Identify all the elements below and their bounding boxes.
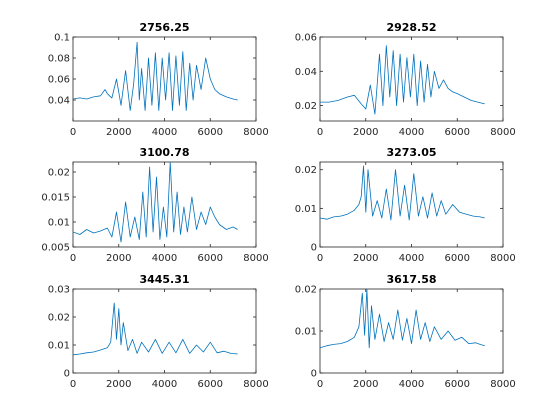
axes-frame: [319, 161, 504, 248]
y-tick-label: 0.005: [41, 243, 70, 254]
y-tick-label: 0.01: [48, 341, 70, 352]
y-tick-label: 0.04: [295, 67, 317, 78]
x-tick-label: 8000: [243, 379, 268, 390]
y-tick-label: 0.02: [48, 313, 70, 324]
x-tick-label: 4000: [152, 379, 177, 390]
x-tick-label: 4000: [399, 127, 424, 138]
chart-title: 3100.78: [139, 146, 189, 159]
x-tick-label: 2000: [353, 253, 378, 264]
axes-frame: [72, 288, 257, 374]
chart-title: 3617.58: [386, 273, 436, 286]
series-line: [320, 45, 485, 115]
chart-title: 2756.25: [139, 21, 189, 34]
y-tick-label: 0.06: [295, 33, 317, 44]
y-tick-label: 0.06: [48, 75, 70, 86]
x-tick-label: 0: [317, 379, 323, 390]
y-tick-label: 0.02: [295, 285, 317, 296]
subplot-1: 2756.25 0 2000 4000 6000 8000 0.04 0.06 0.08 0.1: [48, 21, 269, 138]
x-tick-label: 8000: [490, 127, 515, 138]
x-tick-label: 4000: [152, 253, 177, 264]
y-tick-label: 0: [311, 369, 317, 380]
y-tick-label: 0.02: [295, 101, 317, 112]
x-tick-label: 6000: [198, 379, 223, 390]
x-tick-label: 0: [70, 379, 76, 390]
subplot-5: 3445.31 0 2000 4000 6000 8000 0 0.01 0.02 0.03: [48, 273, 269, 390]
x-tick-label: 4000: [152, 127, 177, 138]
x-tick-label: 4000: [399, 379, 424, 390]
x-tick-label: 8000: [490, 253, 515, 264]
subplot-3: 3100.78 0 2000 4000 6000 8000 0.005 0.01 0.015 0.…: [41, 146, 268, 264]
x-tick-label: 6000: [198, 253, 223, 264]
series-line: [73, 41, 238, 111]
y-tick-label: 0.01: [48, 218, 70, 229]
x-tick-label: 0: [317, 127, 323, 138]
y-tick-label: 0.02: [48, 168, 70, 179]
x-tick-label: 2000: [106, 253, 131, 264]
chart-title: 3445.31: [139, 273, 189, 286]
x-tick-label: 6000: [445, 253, 470, 264]
x-tick-label: 4000: [399, 253, 424, 264]
chart-title: 2928.52: [386, 21, 436, 34]
axes-frame: [72, 161, 257, 248]
chart-title: 3273.05: [386, 146, 436, 159]
x-tick-label: 2000: [353, 127, 378, 138]
x-tick-label: 8000: [243, 127, 268, 138]
x-tick-label: 2000: [106, 379, 131, 390]
series-line: [73, 302, 238, 356]
y-tick-label: 0.01: [295, 204, 317, 215]
x-tick-label: 6000: [445, 127, 470, 138]
x-tick-label: 0: [70, 127, 76, 138]
y-tick-label: 0.01: [295, 327, 317, 338]
series-line: [73, 162, 238, 243]
x-tick-label: 2000: [106, 127, 131, 138]
y-tick-label: 0.03: [48, 285, 70, 296]
axes-frame: [319, 288, 504, 374]
y-tick-label: 0: [64, 369, 70, 380]
x-tick-label: 6000: [445, 379, 470, 390]
y-tick-label: 0.1: [54, 33, 70, 44]
x-tick-label: 8000: [490, 379, 515, 390]
x-tick-label: 0: [70, 253, 76, 264]
x-tick-label: 0: [317, 253, 323, 264]
y-tick-label: 0.04: [48, 96, 70, 107]
y-tick-label: 0.08: [48, 54, 70, 65]
y-tick-label: 0.015: [41, 193, 70, 204]
subplot-2: 2928.52 0 2000 4000 6000 8000 0.02 0.04 0.06: [295, 21, 516, 138]
x-tick-label: 2000: [353, 379, 378, 390]
axes-frame: [72, 36, 257, 122]
subplot-6: 3617.58 0 2000 4000 6000 8000 0 0.01 0.02: [295, 273, 516, 390]
x-tick-label: 8000: [243, 253, 268, 264]
y-tick-label: 0.02: [295, 165, 317, 176]
subplot-4: 3273.05 0 2000 4000 6000 8000 0 0.01 0.02: [295, 146, 516, 264]
series-line: [320, 165, 485, 221]
y-tick-label: 0: [311, 243, 317, 254]
x-tick-label: 6000: [198, 127, 223, 138]
series-line: [320, 289, 485, 349]
